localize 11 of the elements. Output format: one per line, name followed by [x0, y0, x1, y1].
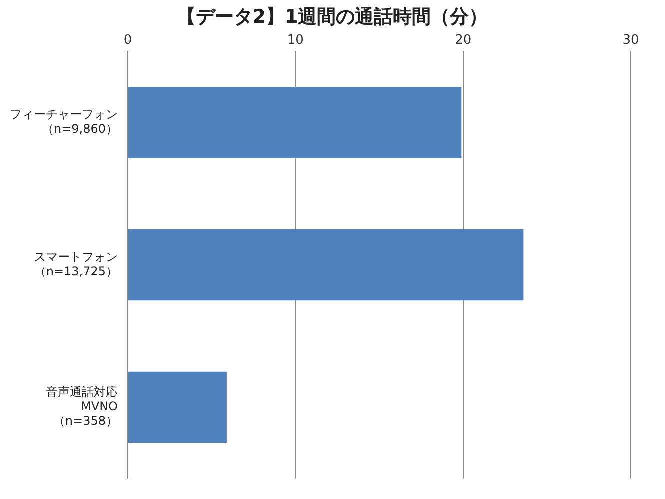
x-tick-label: 20 [455, 33, 472, 48]
y-tick-label: フィーチャーフォン（n=9,860） [10, 108, 118, 136]
chart-title: 【データ2】1週間の通話時間（分） [176, 5, 490, 30]
y-tick-label: スマートフォン（n=13,725） [34, 250, 118, 278]
bar [128, 372, 227, 444]
x-tick-label: 30 [622, 33, 640, 48]
bar [128, 87, 462, 158]
y-tick-label: 音声通話対応MVNO（n=358） [46, 385, 118, 428]
bar [128, 230, 524, 301]
x-tick-label: 10 [287, 33, 304, 48]
x-tick-label: 0 [124, 33, 132, 48]
